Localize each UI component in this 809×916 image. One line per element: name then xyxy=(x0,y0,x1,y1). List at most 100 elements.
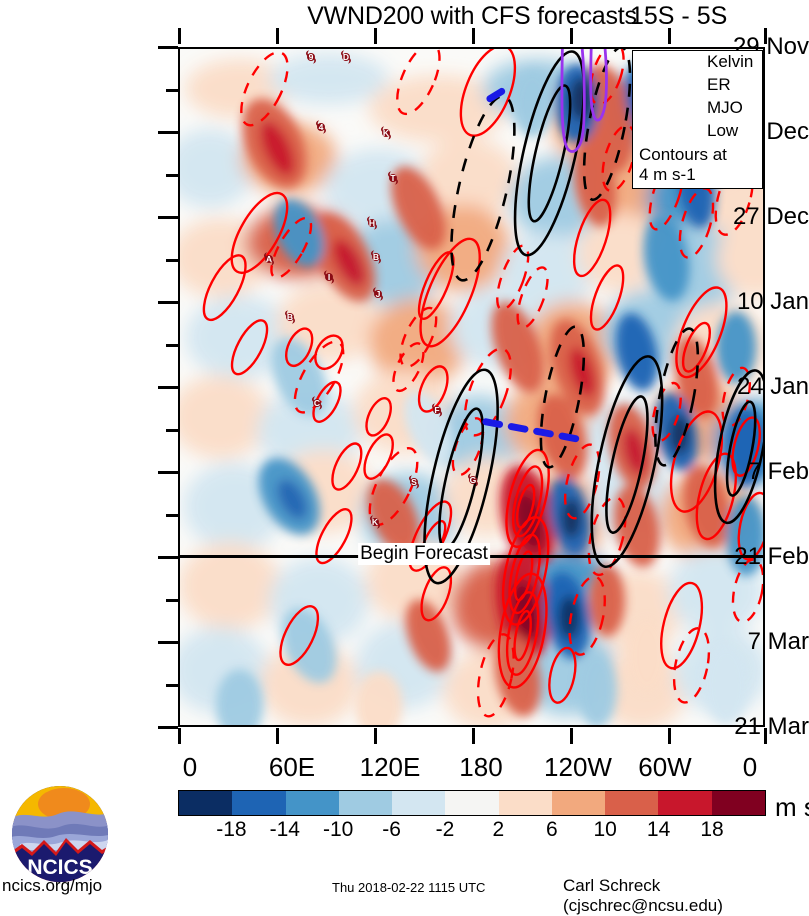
footer-author: Carl Schreck (cjschrec@ncsu.edu) xyxy=(563,876,723,915)
lat-band-label: 15S - 5S xyxy=(630,2,728,30)
x-tick-label: 0 xyxy=(742,752,758,782)
colorbar-unit-label: m s-1 xyxy=(775,792,809,822)
svg-text:A: A xyxy=(266,253,272,263)
y-tick-minor xyxy=(166,173,178,177)
y-tick-minor xyxy=(166,258,178,262)
y-tick-minor xyxy=(166,683,178,687)
legend-label-er: ER xyxy=(707,75,731,94)
low-wave-contours xyxy=(560,49,608,153)
svg-text:K: K xyxy=(372,517,379,527)
colorbar xyxy=(178,790,766,816)
x-tick-bottom xyxy=(570,728,573,744)
y-tick-minor xyxy=(166,88,178,92)
legend-note-line1: Contours at xyxy=(639,145,727,164)
colorbar-tick: 2 xyxy=(492,818,505,841)
x-tick-bottom xyxy=(472,728,475,744)
y-tick-minor xyxy=(166,598,178,602)
colorbar-swatch xyxy=(392,791,446,815)
ncics-logo[interactable]: NCICS xyxy=(8,782,112,886)
svg-text:4: 4 xyxy=(319,122,324,132)
svg-text:9: 9 xyxy=(309,52,314,62)
svg-text:D: D xyxy=(343,52,349,62)
colorbar-swatch xyxy=(605,791,659,815)
kelvin-wave-contours xyxy=(482,87,585,444)
y-tick-label: 10 Jan xyxy=(736,288,809,315)
colorbar-swatch xyxy=(445,791,499,815)
colorbar-tick: -10 xyxy=(323,818,354,841)
colorbar-tick: -6 xyxy=(382,818,401,841)
x-tick-top xyxy=(472,28,475,44)
x-tick-label: 120W xyxy=(544,752,612,782)
x-tick-bottom xyxy=(178,728,181,744)
legend-row-kelvin: Kelvin xyxy=(637,52,758,74)
svg-text:S: S xyxy=(412,477,418,487)
y-tick-label: 21 Feb xyxy=(734,543,809,570)
tc-symbol: 4 xyxy=(316,120,327,135)
tc-symbol: A xyxy=(263,251,274,266)
colorbar-swatch xyxy=(232,791,286,815)
tc-symbol: D xyxy=(341,50,352,64)
colorbar-tick: -18 xyxy=(216,818,247,841)
colorbar-tick: -14 xyxy=(269,818,300,841)
colorbar-tick: 14 xyxy=(646,818,671,841)
x-tick-top xyxy=(764,28,767,44)
colorbar-swatch xyxy=(179,791,233,815)
legend-row-er: ER xyxy=(637,75,758,97)
x-tick-label: 60E xyxy=(268,752,316,782)
legend-row-mjo: MJO xyxy=(637,98,758,120)
svg-text:F: F xyxy=(434,405,439,415)
svg-text:I: I xyxy=(328,272,330,282)
x-tick-label: 120E xyxy=(359,752,421,782)
y-tick-label: 7 Feb xyxy=(747,458,809,485)
tc-symbol: G xyxy=(468,473,479,487)
tc-symbol: H xyxy=(367,216,378,230)
footer-link[interactable]: ncics.org/mjo xyxy=(2,876,103,895)
ncics-logo-text: NCICS xyxy=(27,856,92,879)
y-tick-label: 27 Dec xyxy=(732,203,809,230)
legend-label-kelvin: Kelvin xyxy=(707,52,754,71)
colorbar-swatch xyxy=(711,791,765,815)
wave-contour-overlay xyxy=(202,49,763,718)
legend-label-mjo: MJO xyxy=(707,98,743,117)
colorbar-tick: 18 xyxy=(700,818,724,841)
colorbar-tick: -2 xyxy=(435,818,455,841)
legend-label-low: Low xyxy=(707,121,739,140)
x-tick-top xyxy=(374,28,377,44)
x-tick-top xyxy=(276,28,279,44)
colorbar-tick: 6 xyxy=(545,818,558,841)
y-tick-minor xyxy=(166,428,178,432)
tc-symbol: S xyxy=(409,475,420,489)
svg-text:K: K xyxy=(383,128,390,138)
legend-row-low: Low xyxy=(637,121,758,143)
y-tick-major xyxy=(158,556,178,559)
y-tick-label: 21 Mar xyxy=(734,713,809,740)
wave-legend: Kelvin ER MJO Low Contours at 4 m s-1 xyxy=(632,50,763,189)
y-tick-major xyxy=(158,301,178,304)
colorbar-tick: 10 xyxy=(593,818,617,841)
legend-note: Contours at 4 m s-1 xyxy=(639,145,727,185)
y-tick-major xyxy=(158,471,178,474)
colorbar-swatch xyxy=(285,791,339,815)
y-tick-minor xyxy=(166,343,178,347)
y-tick-major xyxy=(158,216,178,219)
colorbar-swatch xyxy=(338,791,393,815)
tc-symbol: C xyxy=(312,395,322,410)
begin-forecast-label: Begin Forecast xyxy=(358,543,490,565)
tc-symbol: T xyxy=(387,171,398,185)
tc-symbol: K xyxy=(380,126,391,140)
x-tick-label: 60W xyxy=(638,752,692,782)
x-tick-bottom xyxy=(668,728,671,744)
svg-text:B: B xyxy=(373,251,379,261)
y-tick-major xyxy=(158,641,178,644)
x-tick-bottom xyxy=(374,728,377,744)
y-tick-major xyxy=(158,726,178,729)
footer-timestamp: Thu 2018-02-22 1115 UTC xyxy=(332,880,486,895)
x-tick-label: 0 xyxy=(182,752,198,782)
colorbar-tick-labels: -18 -14 -10 -6 -2 2 6 10 14 18 xyxy=(178,818,766,844)
tc-symbol: K xyxy=(369,515,380,529)
y-tick-major xyxy=(158,46,178,49)
x-tick-top xyxy=(178,28,181,44)
colorbar-swatch xyxy=(658,791,712,815)
tc-symbol: B xyxy=(370,249,381,264)
